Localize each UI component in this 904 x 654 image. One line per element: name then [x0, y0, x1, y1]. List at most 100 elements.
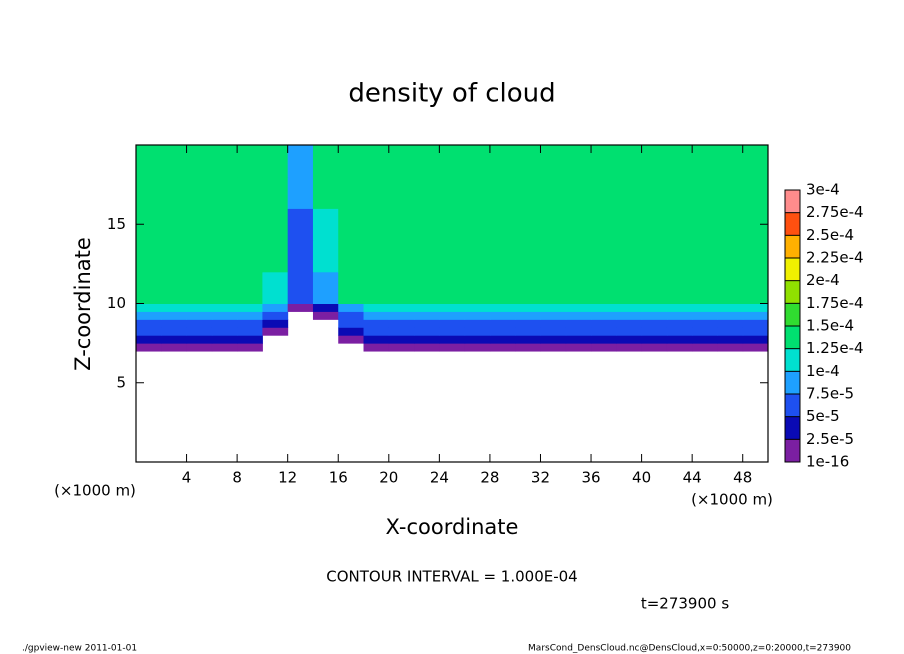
- cell: [211, 303, 238, 312]
- colorbar-band: [785, 394, 800, 417]
- cell: [287, 240, 314, 273]
- cell: [211, 271, 238, 304]
- cell: [237, 311, 263, 320]
- cell: [489, 303, 516, 312]
- cell: [540, 319, 567, 328]
- cell: [186, 145, 213, 178]
- colorbar-label: 1.25e-4: [806, 339, 864, 357]
- cell: [439, 343, 466, 352]
- cell: [591, 176, 617, 209]
- cell: [515, 327, 541, 336]
- cell: [464, 343, 491, 352]
- cell: [312, 240, 339, 273]
- cell: [489, 145, 516, 178]
- x-tick-label: 24: [430, 469, 449, 487]
- cell: [363, 319, 390, 328]
- colorbar-band: [785, 416, 800, 440]
- cell: [388, 319, 415, 328]
- cell: [591, 208, 617, 241]
- cell: [414, 319, 440, 328]
- cell: [717, 311, 744, 320]
- cell: [161, 208, 188, 241]
- y-tick-label: 15: [107, 215, 126, 233]
- cell: [515, 335, 541, 344]
- x-tick-label: 44: [683, 469, 702, 487]
- x-tick-label: 4: [182, 469, 192, 487]
- cell: [161, 240, 188, 273]
- cell: [540, 271, 567, 304]
- cell: [211, 145, 238, 178]
- cell: [237, 327, 263, 336]
- cell: [717, 145, 744, 178]
- cell: [464, 303, 491, 312]
- cell: [161, 176, 188, 209]
- cell: [312, 303, 339, 312]
- cell: [515, 311, 541, 320]
- x-tick-label: 8: [232, 469, 242, 487]
- cell: [211, 327, 238, 336]
- cell: [439, 319, 466, 328]
- cell: [312, 271, 339, 304]
- cell: [666, 303, 693, 312]
- cell: [363, 343, 390, 352]
- cell: [489, 343, 516, 352]
- cell: [262, 176, 289, 209]
- cell: [262, 303, 289, 312]
- cell: [136, 240, 162, 273]
- cell: [540, 176, 567, 209]
- cell: [262, 311, 289, 320]
- cell: [616, 240, 643, 273]
- cell: [262, 208, 289, 241]
- cell: [439, 303, 466, 312]
- cell: [388, 327, 415, 336]
- cell: [742, 240, 769, 273]
- cell: [136, 271, 162, 304]
- cell: [666, 335, 693, 344]
- cell: [312, 311, 339, 320]
- cell: [616, 271, 643, 304]
- cell: [136, 176, 162, 209]
- cell: [616, 319, 643, 328]
- cell: [565, 303, 592, 312]
- cell: [464, 145, 491, 178]
- cell: [616, 343, 643, 352]
- cell: [666, 240, 693, 273]
- x-tick-label: 28: [480, 469, 499, 487]
- cell: [565, 208, 592, 241]
- cell: [388, 311, 415, 320]
- cell: [692, 208, 718, 241]
- cell: [692, 145, 718, 178]
- cell: [287, 176, 314, 209]
- cell: [136, 311, 162, 320]
- cell: [591, 319, 617, 328]
- cell: [237, 145, 263, 178]
- cell: [489, 240, 516, 273]
- footer-left: ./gpview-new 2011-01-01: [22, 644, 137, 654]
- cell: [439, 208, 466, 241]
- cell: [439, 240, 466, 273]
- cell: [388, 145, 415, 178]
- cell: [565, 319, 592, 328]
- cell: [692, 319, 718, 328]
- cell: [717, 319, 744, 328]
- cell: [641, 319, 668, 328]
- cell: [287, 145, 314, 178]
- colorbar-band: [785, 326, 800, 349]
- x-tick-label: 48: [733, 469, 752, 487]
- cell: [489, 176, 516, 209]
- colorbar-label: 2.25e-4: [806, 249, 864, 267]
- cell: [414, 240, 440, 273]
- cell: [540, 240, 567, 273]
- cell: [515, 240, 541, 273]
- cell: [237, 319, 263, 328]
- cell: [742, 145, 769, 178]
- cell: [464, 311, 491, 320]
- cell: [136, 319, 162, 328]
- x-tick-label: 20: [379, 469, 398, 487]
- cell: [186, 319, 213, 328]
- cell: [161, 303, 188, 312]
- cell: [388, 240, 415, 273]
- y-unit: (×1000 m): [54, 482, 136, 500]
- cell: [666, 208, 693, 241]
- cell: [338, 303, 365, 312]
